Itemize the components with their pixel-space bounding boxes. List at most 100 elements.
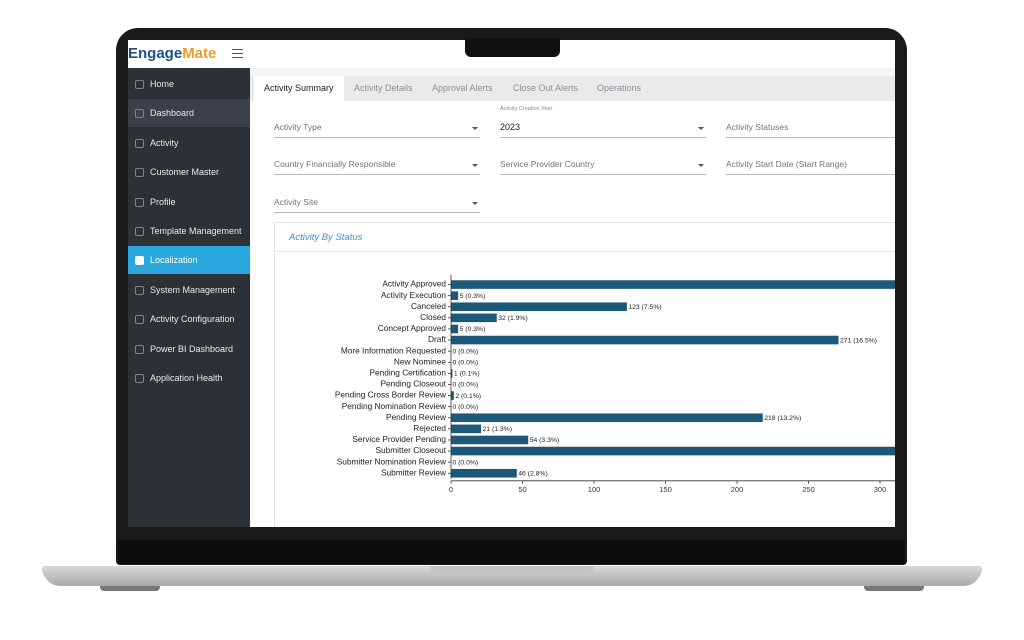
bar [451, 291, 459, 300]
logo-text: Mate [182, 45, 217, 62]
dropdown[interactable]: Country Financially Responsible [274, 150, 480, 175]
laptop-base [42, 566, 982, 586]
nav-label: Application Health [150, 373, 223, 383]
chart-card: Activity By Status 5 (0.3%) 123 (7.5%) 32 … [274, 222, 895, 527]
nav-item[interactable]: Localization [128, 246, 250, 275]
x-tick-label: 250 [802, 485, 815, 494]
nav-item[interactable]: Activity Configuration [128, 305, 250, 333]
y-tick-label: Pending Nomination Review [342, 401, 447, 411]
bar [451, 413, 763, 423]
y-tick-label: New Nominee [394, 356, 446, 366]
nav-item[interactable]: Customer Master [128, 158, 250, 186]
bar [451, 280, 895, 289]
y-tick-label: More Information Requested [341, 345, 447, 355]
data-label: 218 (13.2%) [764, 415, 801, 422]
dropdown-placeholder: Activity Type [274, 122, 322, 132]
nav-item[interactable]: System Management [128, 276, 250, 304]
tab[interactable]: Activity Summary [254, 76, 344, 101]
dropdown[interactable]: Activity Creation Year 2023 [500, 106, 706, 138]
nav-icon [135, 315, 144, 325]
bar [451, 335, 839, 345]
nav-label: Template Management [150, 226, 242, 236]
y-tick-label: Draft [428, 334, 447, 344]
nav-item[interactable]: Dashboard [128, 99, 250, 128]
menu-button[interactable] [232, 49, 243, 58]
y-tick-label: Pending Closeout [380, 379, 446, 389]
nav-label: Activity Configuration [150, 314, 235, 325]
bar [451, 391, 454, 400]
nav-label: Dashboard [150, 108, 195, 119]
x-tick-label: 200 [731, 485, 744, 494]
content: Activity Summary Activity Details Approval… [250, 68, 895, 527]
nav-label: Profile [150, 196, 176, 207]
nav-label: System Management [150, 284, 236, 295]
dropdown-label: Activity Creation Year [500, 106, 553, 112]
laptop-foot [864, 586, 924, 591]
nav-icon [135, 227, 144, 236]
y-tick-label: Submitter Review [381, 467, 447, 477]
y-tick-label: Pending Certification [369, 368, 446, 378]
nav-icon [135, 109, 144, 119]
bar [451, 446, 895, 456]
bar [451, 468, 517, 478]
x-tick-label: 100 [588, 485, 601, 494]
tab[interactable]: Operations [597, 83, 642, 93]
nav-icon [135, 138, 144, 148]
data-label: 0 (0.0%) [453, 348, 479, 355]
laptop-foot [100, 586, 160, 591]
sidebar: Home Dashboard Activity Customer Master Prof… [128, 68, 250, 527]
nav-item[interactable]: Home [128, 70, 250, 98]
tab[interactable]: Approval Alerts [432, 83, 493, 93]
bar [451, 435, 529, 445]
data-label: 123 (7.5%) [628, 304, 661, 311]
data-label: 0 (0.0%) [453, 360, 479, 367]
y-tick-label: Submitter Closeout [375, 445, 446, 455]
x-tick-label: 0 [449, 485, 453, 494]
dropdown-placeholder: Activity Statuses [726, 122, 789, 132]
dropdown[interactable]: Activity Start Date (Start Range) [726, 150, 895, 175]
data-label: 271 (16.5%) [840, 337, 877, 344]
y-tick-label: Submitter Nomination Review [337, 456, 447, 466]
screen: EngageMate Home Dashboard Activity Customer… [128, 40, 895, 527]
data-label: 0 (0.0%) [453, 382, 479, 389]
dropdown[interactable]: Activity Statuses [726, 113, 895, 138]
nav-label: Customer Master [150, 167, 220, 178]
y-tick-label: Concept Approved [378, 323, 447, 333]
data-label: 54 (3.3%) [530, 437, 559, 444]
dropdown-placeholder: Service Provider Country [500, 159, 595, 169]
data-label: 1 (0.1%) [454, 371, 480, 378]
data-label: 21 (1.3%) [483, 426, 512, 433]
nav-icon [135, 168, 144, 178]
dropdown[interactable]: Activity Site [274, 188, 480, 213]
nav-item[interactable]: Application Health [128, 364, 250, 392]
data-label: 0 (0.0%) [453, 404, 479, 411]
chart-title: Activity By Status [289, 232, 363, 243]
data-label: 32 (1.9%) [498, 315, 527, 322]
bar [451, 302, 627, 312]
nav-item[interactable]: Template Management [128, 217, 250, 245]
nav-label: Activity [150, 137, 179, 148]
nav-label: Power BI Dashboard [150, 343, 234, 354]
y-tick-label: Activity Approved [382, 279, 446, 289]
nav-item[interactable]: Profile [128, 188, 250, 216]
y-tick-label: Pending Cross Border Review [335, 390, 447, 400]
dropdown[interactable]: Service Provider Country [500, 150, 706, 175]
divider [275, 251, 895, 252]
y-tick-label: Rejected [413, 423, 446, 433]
panel: Activity Type Activity Creation Year 2023… [250, 101, 895, 527]
y-tick-label: Activity Execution [381, 290, 446, 300]
y-tick-label: Closed [420, 312, 446, 322]
y-tick-label: Pending Review [386, 412, 447, 422]
bar [451, 313, 497, 323]
tab[interactable]: Activity Details [354, 83, 413, 93]
nav-item[interactable]: Activity [128, 129, 250, 157]
plot-area: 5 (0.3%) 123 (7.5%) 32 (1.9%) 5 (0.3%) 271 (… [451, 280, 895, 478]
tab[interactable]: Close Out Alerts [513, 83, 579, 93]
x-tick-label: 150 [659, 485, 672, 494]
nav-item[interactable]: Power BI Dashboard [128, 335, 250, 363]
nav-icon [135, 285, 144, 295]
y-tick-label: Canceled [411, 301, 446, 311]
dropdown-value: 2023 [500, 122, 521, 132]
dropdown[interactable]: Activity Type [274, 113, 480, 138]
